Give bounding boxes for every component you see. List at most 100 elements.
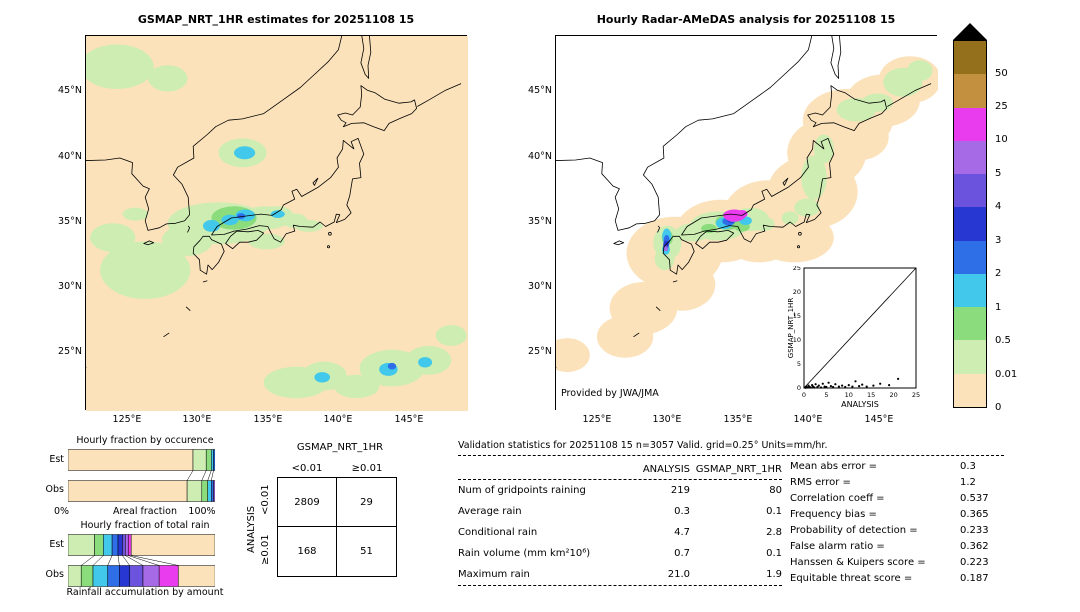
stat-analysis-value: 4.7 [674, 527, 690, 538]
score-row: Probability of detection = 0.233 [790, 522, 989, 538]
inset-y-tick: 20 [793, 288, 801, 296]
score-value: 0.223 [960, 557, 989, 569]
scatter-point [879, 382, 882, 385]
bar-segment [68, 449, 194, 471]
score-label: Frequency bias = [790, 508, 877, 520]
y-tick-label: 35°N [528, 216, 552, 227]
stats-row: Maximum rain 21.0 1.9 [458, 564, 782, 585]
inset-x-tick: 20 [889, 391, 897, 399]
totalrain-obs-label: Obs [45, 569, 64, 580]
rain-blob [596, 315, 654, 358]
rain-blob [907, 60, 933, 81]
bar-segment [213, 449, 215, 471]
x-tick-label: 145°E [864, 414, 894, 425]
stats-row: Average rain 0.3 0.1 [458, 501, 782, 522]
stat-analysis-value: 0.3 [674, 506, 690, 517]
scatter-point [806, 386, 809, 389]
bar-segment [68, 480, 188, 502]
bar-segment [211, 449, 214, 471]
colorbar-tick-label: 1 [995, 301, 1002, 313]
stat-gsmap-value: 0.1 [766, 548, 782, 559]
bar-segment [205, 449, 212, 471]
scatter-point [817, 384, 820, 387]
scatter-point [821, 382, 824, 385]
bar-segment [178, 565, 215, 587]
rain-blob [270, 210, 285, 219]
score-label: Mean abs error = [790, 460, 878, 472]
rain-blob [801, 155, 827, 200]
rain-blob [90, 223, 136, 253]
colorbar-tick-label: 0 [995, 402, 1002, 413]
bar-segment [119, 565, 130, 587]
inset-y-tick: 25 [793, 266, 801, 272]
colorbar-segment [954, 74, 986, 108]
rain-blob [234, 146, 256, 160]
bar-segment [107, 565, 120, 587]
inset-x-tick: 10 [845, 391, 853, 399]
y-tick-label: 40°N [58, 151, 82, 162]
scatter-point [861, 383, 864, 386]
coastline [225, 230, 265, 250]
rain-blob [675, 223, 710, 242]
distribution-connector [107, 555, 113, 566]
score-row: Frequency bias = 0.365 [790, 506, 989, 522]
colorbar-tick-label: 4 [995, 201, 1002, 213]
contingency-cell: 51 [360, 546, 373, 557]
inset-y-label: GSMAP_NRT_1HR [788, 298, 795, 359]
rain-blob [435, 325, 467, 346]
bar-segment [158, 565, 179, 587]
y-tick-label: 40°N [528, 151, 552, 162]
left-map-title: GSMAP_NRT_1HR estimates for 20251108 15 [137, 13, 415, 26]
colorbar: 50 25 10 5 4 3 2 1 0.5 0.01 0 [953, 40, 1017, 413]
stat-label: Maximum rain [458, 569, 530, 580]
score-value: 0.537 [960, 492, 989, 504]
score-value: 0.233 [960, 524, 989, 536]
one-to-one-line [803, 267, 917, 389]
distribution-connector [128, 555, 160, 566]
bar-segment [92, 565, 108, 587]
y-tick-label: 45°N [58, 85, 82, 96]
scatter-point [819, 386, 823, 389]
colorbar-tick-label: 3 [995, 234, 1002, 246]
rain-blob [100, 241, 191, 299]
distribution-connector [92, 555, 104, 566]
bar-segment [130, 534, 215, 556]
coastline [655, 306, 661, 311]
coastline [695, 230, 735, 250]
scatter-point [814, 383, 817, 386]
occurrence-title: Hourly fraction by occurence [76, 435, 214, 446]
rain-blob [752, 216, 775, 232]
areal-axis-100: 100% [188, 506, 216, 517]
scatter-point [813, 386, 816, 389]
distribution-connector [117, 555, 120, 566]
coastline [662, 235, 695, 275]
bar-segment [128, 534, 132, 556]
coastline [86, 36, 343, 231]
inset-x-tick: 0 [802, 391, 806, 399]
contingency-col-label: ≥0.01 [351, 463, 383, 474]
coastline [556, 36, 813, 231]
coastline [417, 83, 462, 107]
score-row: Correlation coeff = 0.537 [790, 490, 989, 506]
y-tick-label: 30°N [58, 281, 82, 292]
colorbar-overflow-arrow [953, 23, 987, 40]
distribution-connector [125, 555, 144, 566]
stats-col-header-gsmap: GSMAP_NRT_1HR [695, 464, 782, 475]
island-dot [796, 245, 800, 249]
gsmap-map-canvas [86, 36, 468, 411]
coastline [202, 280, 208, 283]
coastline [681, 138, 835, 243]
bar-segment [68, 534, 95, 556]
stat-gsmap-value: 1.9 [766, 569, 782, 580]
score-label: Probability of detection = [790, 524, 918, 536]
stat-analysis-value: 0.7 [674, 548, 690, 559]
bar-segment [207, 480, 212, 502]
y-tick-label: 45°N [528, 85, 552, 96]
contingency-row-axis: ANALYSIS [246, 505, 257, 553]
stat-label: Num of gridpoints raining [458, 485, 586, 496]
coastline [807, 85, 887, 131]
scatter-point [823, 385, 826, 388]
coastline [187, 225, 190, 233]
colorbar-segment [954, 207, 986, 241]
inset-y-tick: 10 [793, 336, 801, 344]
